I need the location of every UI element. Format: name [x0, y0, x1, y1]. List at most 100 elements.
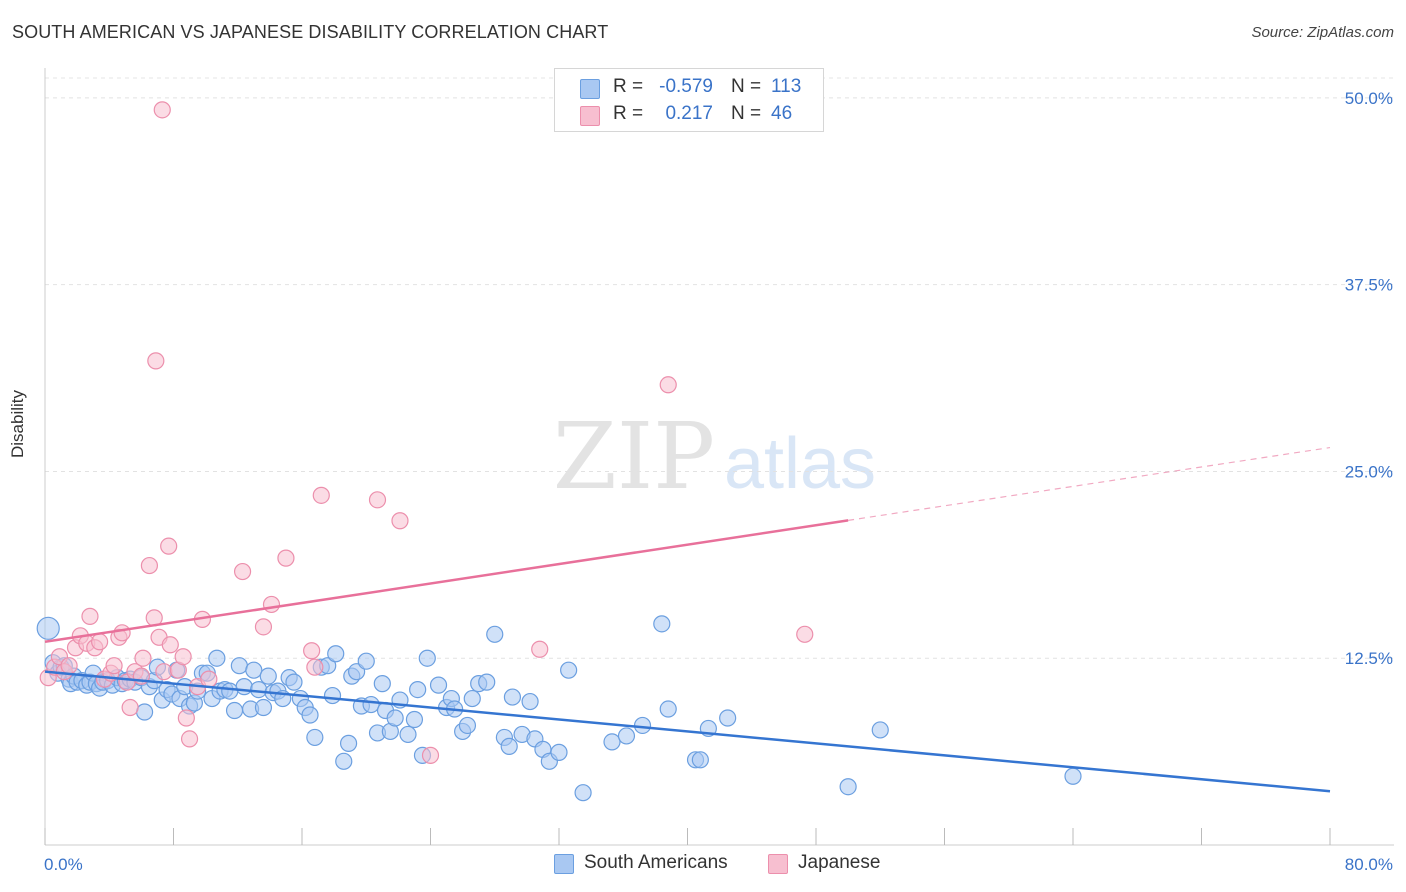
legend-r-label: R = — [613, 103, 644, 124]
japanese-point — [368, 491, 387, 509]
bottom-legend-label: South Americans — [584, 852, 728, 873]
japanese-point — [177, 709, 195, 727]
south-american-point — [550, 743, 568, 761]
japanese-point — [60, 657, 78, 675]
south-american-point — [503, 688, 522, 706]
south-american-point — [357, 652, 375, 670]
south-american-point — [653, 615, 671, 633]
japanese-point — [91, 633, 109, 651]
y-tick-label: 37.5% — [1345, 276, 1393, 295]
south-american-point — [230, 657, 248, 675]
south-american-point — [691, 751, 709, 769]
south-american-point — [301, 706, 319, 724]
x-tick-label-min: 0.0% — [44, 855, 83, 874]
bottom-legend-label: Japanese — [798, 852, 881, 873]
south-american-point — [871, 721, 889, 739]
south-american-point — [633, 716, 652, 735]
south-american-point — [386, 709, 404, 727]
south-american-point — [306, 728, 324, 747]
japanese-point — [306, 658, 324, 676]
south-american-point — [405, 710, 424, 729]
bottom-legend-swatch-japanese — [768, 854, 788, 874]
south-american-point — [250, 680, 268, 699]
south-american-point — [323, 686, 342, 705]
south-american-point — [486, 625, 504, 643]
south-american-point — [235, 678, 253, 696]
south-american-point — [458, 716, 477, 735]
legend-n-label: N = — [731, 76, 762, 97]
legend-n-label: N = — [731, 103, 762, 124]
japanese-point — [180, 730, 199, 748]
south-american-point — [719, 709, 737, 727]
south-american-point — [617, 727, 636, 745]
south-american-point — [560, 661, 578, 679]
japanese-point — [421, 746, 440, 764]
stats-legend: R = -0.579 N = 113 R = 0.217 N = 46 — [554, 68, 824, 132]
japanese-point — [796, 625, 814, 643]
south-american-point — [221, 682, 239, 700]
legend-swatch-south-americans — [580, 79, 600, 99]
y-tick-label: 12.5% — [1345, 649, 1393, 668]
japanese-point — [233, 562, 252, 581]
legend-r-label: R = — [613, 76, 644, 97]
south-american-point — [285, 673, 303, 691]
south-american-point — [362, 695, 380, 714]
legend-row-japanese: R = 0.217 N = 46 — [555, 102, 823, 128]
japanese-point — [254, 618, 273, 636]
bottom-legend-swatch-south-americans — [554, 854, 574, 874]
south-american-point — [1064, 767, 1082, 785]
y-tick-label: 50.0% — [1345, 89, 1393, 108]
south-american-point — [135, 703, 154, 721]
south-american-point — [373, 675, 391, 693]
japanese-point — [113, 624, 131, 642]
japanese-point — [391, 512, 409, 530]
south-american-point — [335, 752, 353, 770]
south-american-point — [463, 689, 481, 708]
japanese-trend-line — [44, 519, 849, 644]
south-american-point — [500, 737, 518, 755]
south-american-point — [521, 692, 539, 711]
south-american-point — [225, 701, 244, 720]
south-american-point — [603, 733, 621, 751]
south-american-point — [339, 734, 358, 752]
x-tick-label-max: 80.0% — [1345, 855, 1393, 874]
south-american-point — [418, 649, 436, 667]
japanese-point — [153, 101, 171, 119]
watermark-atlas: atlas — [724, 424, 876, 504]
legend-swatch-japanese — [580, 106, 600, 126]
legend-r-value: -0.579 — [659, 76, 713, 97]
legend-n-value: 113 — [771, 76, 802, 97]
south-american-trend-line — [44, 670, 1331, 793]
source-label: Source: ZipAtlas.com — [1251, 24, 1394, 41]
legend-n-value: 46 — [771, 103, 793, 124]
japanese-point — [81, 607, 99, 625]
y-tick-label: 25.0% — [1345, 462, 1393, 481]
south-american-point — [574, 784, 592, 802]
south-american-point — [478, 673, 496, 691]
japanese-trend-line-dashed — [848, 446, 1331, 521]
japanese-point — [262, 595, 281, 614]
japanese-point — [277, 549, 295, 567]
legend-row-south-americans: R = -0.579 N = 113 — [555, 75, 823, 101]
south-american-point — [839, 778, 857, 796]
japanese-point — [121, 698, 139, 717]
south-american-point — [327, 645, 345, 663]
japanese-point — [531, 640, 549, 658]
watermark-zip: ZIP — [553, 403, 715, 510]
south-american-point — [208, 649, 226, 667]
japanese-point — [303, 642, 321, 660]
japanese-point — [134, 649, 152, 667]
japanese-point — [312, 486, 330, 504]
south-american-point — [259, 667, 277, 685]
japanese-point — [174, 648, 192, 666]
south-american-point — [254, 698, 273, 717]
south-american-point — [429, 676, 448, 694]
japanese-point — [155, 663, 173, 681]
y-axis-label: Disability — [8, 389, 27, 458]
legend-r-value: 0.217 — [665, 103, 713, 124]
south-american-point — [659, 700, 677, 718]
japanese-point — [200, 670, 218, 688]
south-american-point — [409, 680, 427, 699]
japanese-point — [659, 376, 677, 394]
